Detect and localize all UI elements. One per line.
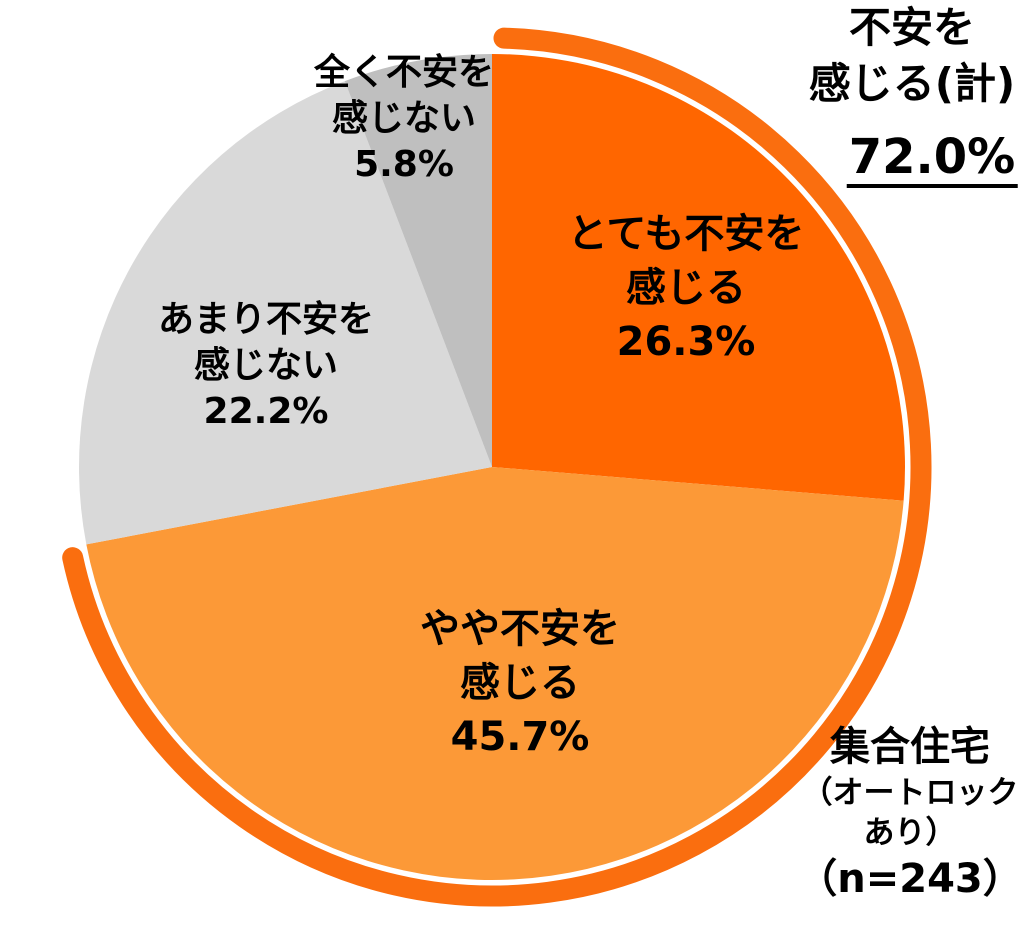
total-annotation-value: 72.0%	[846, 132, 1018, 188]
slice-label-yaya-fuan: やや不安を 感じる 45.7%	[420, 602, 620, 764]
slice-label-line: 感じる	[626, 265, 746, 311]
slice-label-line: 感じる	[460, 660, 580, 706]
slice-label-mattaku-fuan-nai: 全く不安を 感じない 5.8%	[314, 50, 494, 188]
sample-note-line: あり）	[863, 815, 957, 851]
sample-note-line: 集合住宅	[830, 724, 990, 770]
slice-label-line: とても不安を	[567, 211, 805, 257]
pie-slice-2	[79, 81, 492, 545]
slice-label-line: 感じない	[193, 345, 339, 386]
slice-pct-value: 45.7%	[450, 714, 590, 760]
total-emphasis-arc	[62, 27, 932, 907]
total-label-line: 感じる(計)	[808, 59, 1016, 108]
slice-pct-value: 5.8%	[354, 144, 454, 185]
sample-note-line: （オートロック	[801, 775, 1019, 811]
sample-note-line: （n=243）	[797, 856, 1023, 902]
pie-slice-0	[492, 54, 905, 501]
slice-label-line: やや不安を	[420, 606, 620, 652]
slice-pct-value: 26.3%	[616, 319, 756, 365]
total-annotation-label: 不安を 感じる(計)	[809, 0, 1015, 112]
slice-label-totemo-fuan: とても不安を 感じる 26.3%	[568, 207, 805, 369]
slice-label-amari-fuan-nai: あまり不安を 感じない 22.2%	[158, 297, 374, 435]
pie-slice-3	[344, 54, 492, 467]
total-label-line: 不安を	[848, 3, 975, 52]
slice-pct-value: 22.2%	[203, 391, 329, 432]
slice-label-line: 感じない	[331, 98, 477, 139]
slice-label-line: あまり不安を	[157, 299, 375, 340]
pie-slice-1	[86, 467, 904, 880]
sample-note: 集合住宅 （オートロック あり） （n=243）	[797, 721, 1023, 905]
slice-label-line: 全く不安を	[313, 52, 495, 93]
